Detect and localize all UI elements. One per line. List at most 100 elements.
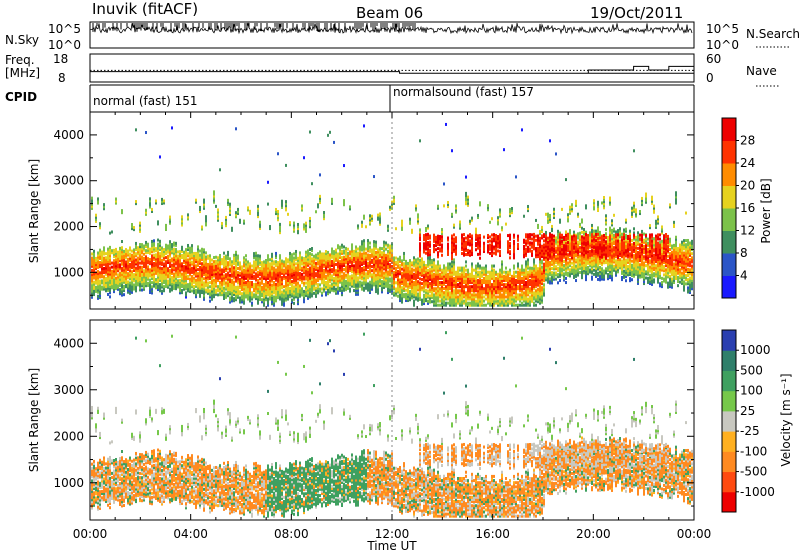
- power-pixel: [447, 262, 449, 265]
- power-pixel: [331, 260, 333, 263]
- power-pixel: [269, 225, 271, 228]
- power-pixel: [527, 271, 529, 274]
- power-pixel: [361, 253, 363, 256]
- power-pixel: [225, 281, 227, 284]
- power-pixel: [103, 267, 105, 270]
- power-pixel: [377, 214, 379, 217]
- power-pixel: [233, 281, 235, 284]
- power-pixel: [459, 220, 461, 223]
- power-pixel: [301, 256, 303, 259]
- power-pixel: [399, 264, 401, 267]
- power-pixel: [195, 199, 197, 202]
- power-pixel: [493, 269, 495, 272]
- power-pixel: [409, 259, 411, 262]
- power-pixel: [329, 284, 331, 287]
- power-pixel: [283, 289, 285, 292]
- power-pixel: [217, 256, 219, 259]
- power-pixel: [461, 252, 463, 255]
- freq-trace: [90, 66, 694, 73]
- power-pixel: [99, 261, 101, 264]
- power-pixel: [145, 255, 147, 258]
- power-pixel: [483, 304, 485, 307]
- power-pixel: [161, 267, 163, 270]
- power-pixel: [95, 214, 97, 217]
- power-pixel: [341, 275, 343, 278]
- nave-tick-bottom: 0: [706, 71, 714, 85]
- power-pixel: [479, 271, 481, 274]
- power-pixel: [343, 164, 345, 167]
- power-pixel: [439, 235, 441, 238]
- power-pixel: [497, 273, 499, 276]
- power-pixel: [441, 269, 443, 272]
- power-pixel: [253, 252, 255, 255]
- power-pixel: [267, 298, 269, 301]
- power-pixel: [429, 282, 431, 285]
- power-pixel: [483, 300, 485, 303]
- power-pixel: [107, 293, 109, 296]
- power-pixel: [295, 250, 297, 253]
- frequency-step-line: [588, 66, 694, 73]
- power-pixel: [497, 249, 499, 252]
- power-pixel: [191, 289, 193, 292]
- power-pixel: [467, 269, 469, 272]
- power-pixel: [299, 251, 301, 254]
- power-pixel: [319, 288, 321, 291]
- power-pixel: [321, 252, 323, 255]
- power-pixel: [311, 253, 313, 256]
- power-pixel: [247, 206, 249, 209]
- power-pixel: [317, 252, 319, 255]
- power-pixel: [485, 298, 487, 301]
- power-pixel: [127, 280, 129, 283]
- power-pixel: [457, 283, 459, 286]
- power-pixel: [313, 292, 315, 295]
- power-pixel: [509, 256, 511, 259]
- power-pixel: [429, 249, 431, 252]
- power-pixel: [221, 268, 223, 271]
- power-pixel: [347, 248, 349, 251]
- power-pixel: [229, 274, 231, 277]
- power-pixel: [319, 250, 321, 253]
- power-pixel: [285, 200, 287, 203]
- power-pixel: [105, 256, 107, 259]
- power-pixel: [475, 248, 477, 251]
- power-pixel: [161, 198, 163, 201]
- nsearch-tick-bottom: 10^0: [706, 38, 739, 52]
- power-pixel: [317, 267, 319, 270]
- power-pixel: [233, 266, 235, 269]
- nave-label: Nave: [746, 64, 777, 78]
- power-pixel: [499, 269, 501, 272]
- power-pixel: [111, 270, 113, 273]
- power-pixel: [409, 218, 411, 221]
- power-pixel: [91, 252, 93, 255]
- power-pixel: [239, 278, 241, 281]
- power-pixel: [481, 267, 483, 270]
- power-pixel: [413, 269, 415, 272]
- power-pixel: [465, 265, 467, 268]
- power-pixel: [229, 268, 231, 271]
- power-pixel: [419, 259, 421, 262]
- power-pixel: [453, 289, 455, 292]
- power-pixel: [343, 256, 345, 259]
- power-pixel: [123, 250, 125, 253]
- power-pixel: [517, 243, 519, 246]
- power-pixel: [463, 237, 465, 240]
- power-pixel: [143, 257, 145, 260]
- power-pixel: [187, 252, 189, 255]
- power-pixel: [433, 287, 435, 290]
- power-pixel: [325, 250, 327, 253]
- power-pixel: [115, 277, 117, 280]
- power-pixel: [105, 277, 107, 280]
- power-pixel: [149, 279, 151, 282]
- power-pixel: [393, 271, 395, 274]
- power-pixel: [521, 265, 523, 268]
- power-pixel: [465, 192, 467, 195]
- power-pixel: [227, 251, 229, 254]
- power-pixel: [523, 304, 525, 307]
- power-pixel: [465, 253, 467, 256]
- power-pixel: [471, 285, 473, 288]
- power-pixel: [155, 199, 157, 202]
- power-pixel: [259, 221, 261, 224]
- power-pixel: [259, 281, 261, 284]
- power-pixel: [411, 261, 413, 264]
- power-pixel: [413, 281, 415, 284]
